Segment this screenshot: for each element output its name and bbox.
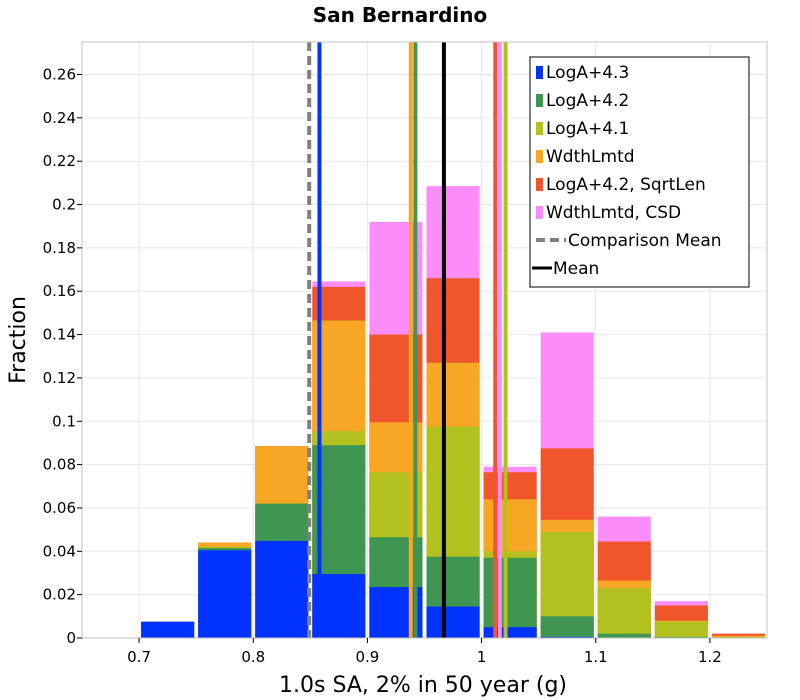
x-tick-label: 1	[477, 648, 487, 666]
x-axis-ticks: 0.7 0.8 0.9 1 1.1 1.2	[127, 638, 722, 666]
y-tick-label: 0.22	[43, 152, 76, 170]
legend-label-loga-4-3: LogA+4.3	[546, 63, 629, 83]
legend-swatch-loga-4-3	[536, 66, 543, 79]
y-tick-label: 0.12	[43, 369, 76, 387]
x-tick-label: 1.1	[584, 648, 608, 666]
y-tick-label: 0.26	[43, 66, 76, 84]
y-tick-label: 0.08	[43, 456, 76, 474]
legend-label-wdthlmtd-csd: WdthLmtd, CSD	[546, 203, 681, 223]
y-tick-label: 0	[66, 629, 76, 647]
legend-label-wdthlmtd: WdthLmtd	[546, 147, 635, 167]
y-tick-label: 0.06	[43, 499, 76, 517]
bar-loga-4-2-bin-8	[597, 633, 651, 638]
mean-lines	[307, 42, 508, 638]
y-axis-label: Fraction	[6, 296, 31, 384]
legend-label-comparison-mean: Comparison Mean	[568, 231, 722, 251]
legend-swatch-wdthlmtd-csd	[536, 206, 543, 219]
x-tick-label: 0.8	[241, 648, 265, 666]
bar-loga-4-2-bin-9	[654, 636, 708, 638]
legend-label-loga-4-1: LogA+4.1	[546, 119, 629, 139]
chart-title: San Bernardino	[313, 3, 488, 27]
legend-swatch-loga-4-1	[536, 122, 543, 135]
y-axis-ticks: 0 0.02 0.04 0.06 0.08 0.1 0.12 0.14 0.16 0.18 0.2 0…	[43, 66, 82, 647]
legend-label-loga-4-2: LogA+4.2	[546, 91, 629, 111]
legend-label-mean: Mean	[553, 259, 599, 279]
legend-swatch-loga-4-2	[536, 94, 543, 107]
x-tick-label: 1.2	[698, 648, 722, 666]
legend-swatch-wdthlmtd	[536, 150, 543, 163]
bar-loga-4-3-bin-2	[255, 540, 309, 638]
legend-box	[529, 56, 750, 288]
x-tick-label: 0.9	[355, 648, 379, 666]
bar-loga-4-1-bin-9	[654, 621, 708, 638]
y-tick-label: 0.1	[52, 412, 76, 430]
bar-loga-4-3-bin-0	[141, 621, 195, 638]
bar-loga-4-2-bin-6	[483, 557, 537, 638]
y-tick-label: 0.02	[43, 586, 76, 604]
bar-loga-4-3-bin-6	[483, 627, 537, 638]
plot-frame	[81, 41, 768, 639]
y-tick-label: 0.2	[52, 196, 76, 214]
x-tick-label: 0.7	[127, 648, 151, 666]
legend-swatch-loga-4-2-sqrtlen	[536, 178, 543, 191]
bar-loga-4-3-bin-5	[426, 606, 480, 638]
legend: LogA+4.3 LogA+4.2 LogA+4.1 WdthLmtd LogA+4.2…	[529, 56, 750, 288]
bar-loga-4-1-bin-8	[597, 588, 651, 638]
bar-loga-4-2-bin-7	[540, 616, 594, 638]
bar-loga-4-1-bin-10	[711, 636, 765, 638]
legend-label-loga-4-2-sqrtlen: LogA+4.2, SqrtLen	[546, 175, 706, 195]
bar-loga-4-3-bin-7	[540, 636, 594, 638]
y-tick-label: 0.18	[43, 239, 76, 257]
bar-loga-4-3-bin-1	[198, 550, 252, 638]
y-tick-label: 0.04	[43, 542, 76, 560]
y-tick-label: 0.14	[43, 326, 76, 344]
x-axis-label: 1.0s SA, 2% in 50 year (g)	[279, 673, 567, 698]
y-tick-label: 0.16	[43, 282, 76, 300]
y-tick-label: 0.24	[43, 109, 76, 127]
